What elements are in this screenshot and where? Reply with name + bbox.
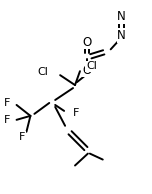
Text: Cl: Cl (86, 61, 97, 71)
Text: N: N (117, 10, 126, 23)
Text: Cl: Cl (37, 67, 48, 77)
Text: F: F (4, 115, 11, 125)
Text: O: O (82, 64, 92, 77)
Text: N: N (117, 29, 126, 42)
Text: F: F (73, 108, 79, 118)
Text: F: F (19, 132, 26, 142)
Text: F: F (4, 98, 11, 108)
Text: O: O (82, 36, 92, 49)
